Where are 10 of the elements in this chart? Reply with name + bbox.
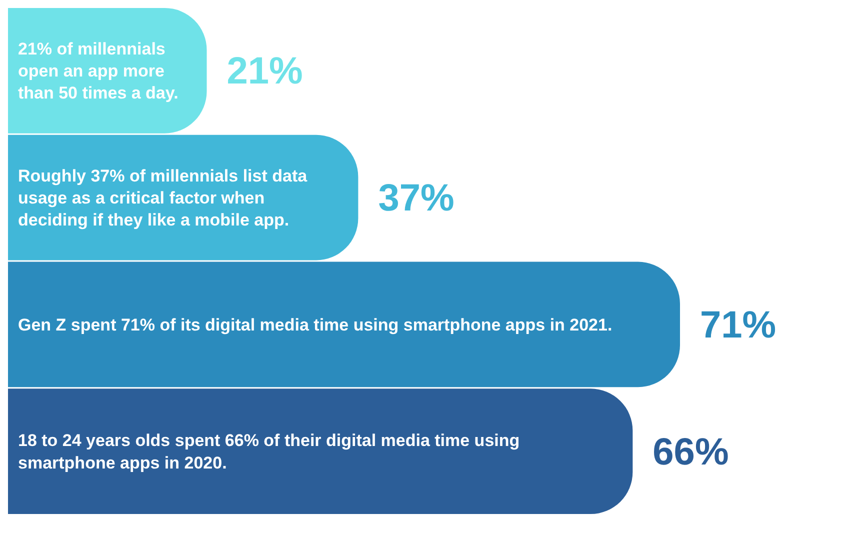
y-tick-label: 18 to 24 years olds spent 66% of their digital media time using smartphone apps in 2020.	[18, 431, 520, 472]
bar	[8, 262, 680, 388]
y-tick-label: 21% of millennials open an app more than 50 times a day.	[18, 40, 178, 103]
y-tick-label: Gen Z spent 71% of its digital media time using smartphone apps in 2021.	[18, 315, 612, 334]
data-label: 37%	[378, 178, 454, 220]
bar	[8, 388, 633, 514]
data-label: 71%	[700, 304, 776, 346]
data-label: 66%	[652, 431, 729, 474]
data-label: 21%	[226, 50, 303, 93]
y-tick-label: Roughly 37% of millennials list data usage as a critical factor when deciding if they like a mobile app.	[18, 166, 308, 230]
